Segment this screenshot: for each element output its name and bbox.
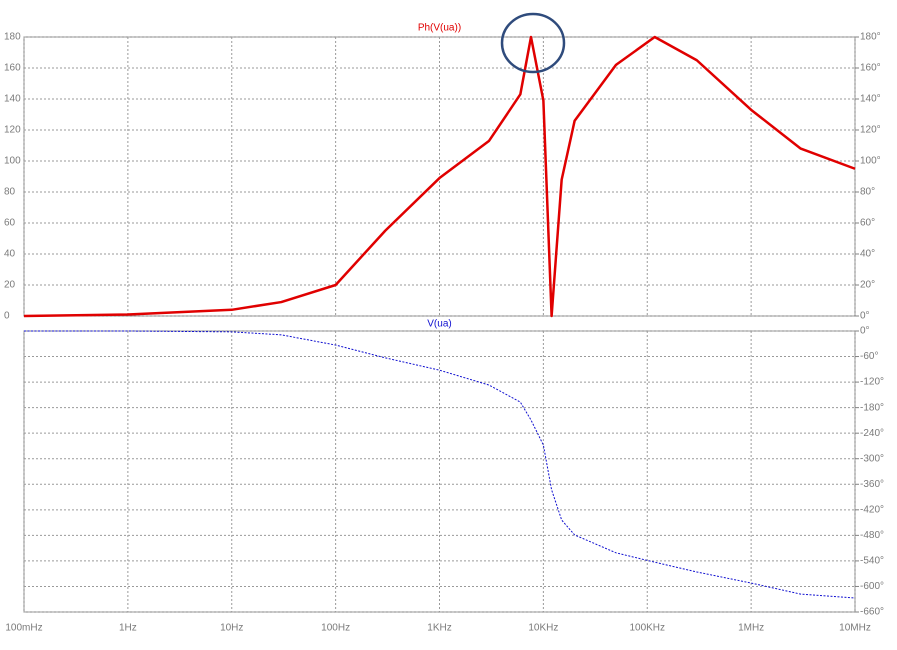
x-tick-label: 10Hz <box>220 623 243 634</box>
y2-tick-label: -540° <box>860 556 884 567</box>
x-tick-label: 100KHz <box>629 623 665 634</box>
pane-title: Ph(V(ua)) <box>418 23 461 34</box>
y-tick-label: 20 <box>4 280 16 291</box>
y2-tick-label: 20° <box>860 280 875 291</box>
y-tick-label: 160 <box>4 63 21 74</box>
y-tick-label: 140 <box>4 94 21 105</box>
y2-tick-label: 80° <box>860 187 875 198</box>
x-tick-label: 100mHz <box>5 623 42 634</box>
x-tick-label: 100Hz <box>321 623 350 634</box>
y2-tick-label: 160° <box>860 63 881 74</box>
x-tick-label: 10MHz <box>839 623 871 634</box>
y2-tick-label: 40° <box>860 249 875 260</box>
x-tick-label: 1Hz <box>119 623 137 634</box>
y-tick-label: 80 <box>4 187 16 198</box>
y2-tick-label: -480° <box>860 530 884 541</box>
y-tick-label: 0 <box>4 311 10 322</box>
series-line <box>24 330 856 599</box>
x-tick-label: 1KHz <box>427 623 451 634</box>
y-tick-label: 120 <box>4 125 21 136</box>
y2-tick-label: 60° <box>860 218 875 229</box>
y2-tick-label: 180° <box>860 32 881 43</box>
y2-tick-label: -660° <box>860 607 884 618</box>
y-tick-label: 60 <box>4 218 16 229</box>
y-tick-label: 100 <box>4 156 21 167</box>
y2-tick-label: 0° <box>860 326 870 337</box>
y2-tick-label: 120° <box>860 125 881 136</box>
y2-tick-label: 140° <box>860 94 881 105</box>
y2-tick-label: -180° <box>860 402 884 413</box>
series-line <box>23 35 856 318</box>
y2-tick-label: -120° <box>860 377 884 388</box>
pane-title: V(ua) <box>427 319 451 330</box>
highlight-circle <box>500 12 566 74</box>
y2-tick-label: -360° <box>860 479 884 490</box>
y2-tick-label: 0° <box>860 311 870 322</box>
y2-tick-label: -240° <box>860 428 884 439</box>
x-tick-label: 1MHz <box>738 623 764 634</box>
y2-tick-label: -600° <box>860 581 884 592</box>
y-tick-label: 40 <box>4 249 16 260</box>
y2-tick-label: -420° <box>860 504 884 515</box>
y2-tick-label: -300° <box>860 453 884 464</box>
y-tick-label: 180 <box>4 32 21 43</box>
x-tick-label: 10KHz <box>528 623 558 634</box>
y2-tick-label: -60° <box>860 351 878 362</box>
y2-tick-label: 100° <box>860 156 881 167</box>
